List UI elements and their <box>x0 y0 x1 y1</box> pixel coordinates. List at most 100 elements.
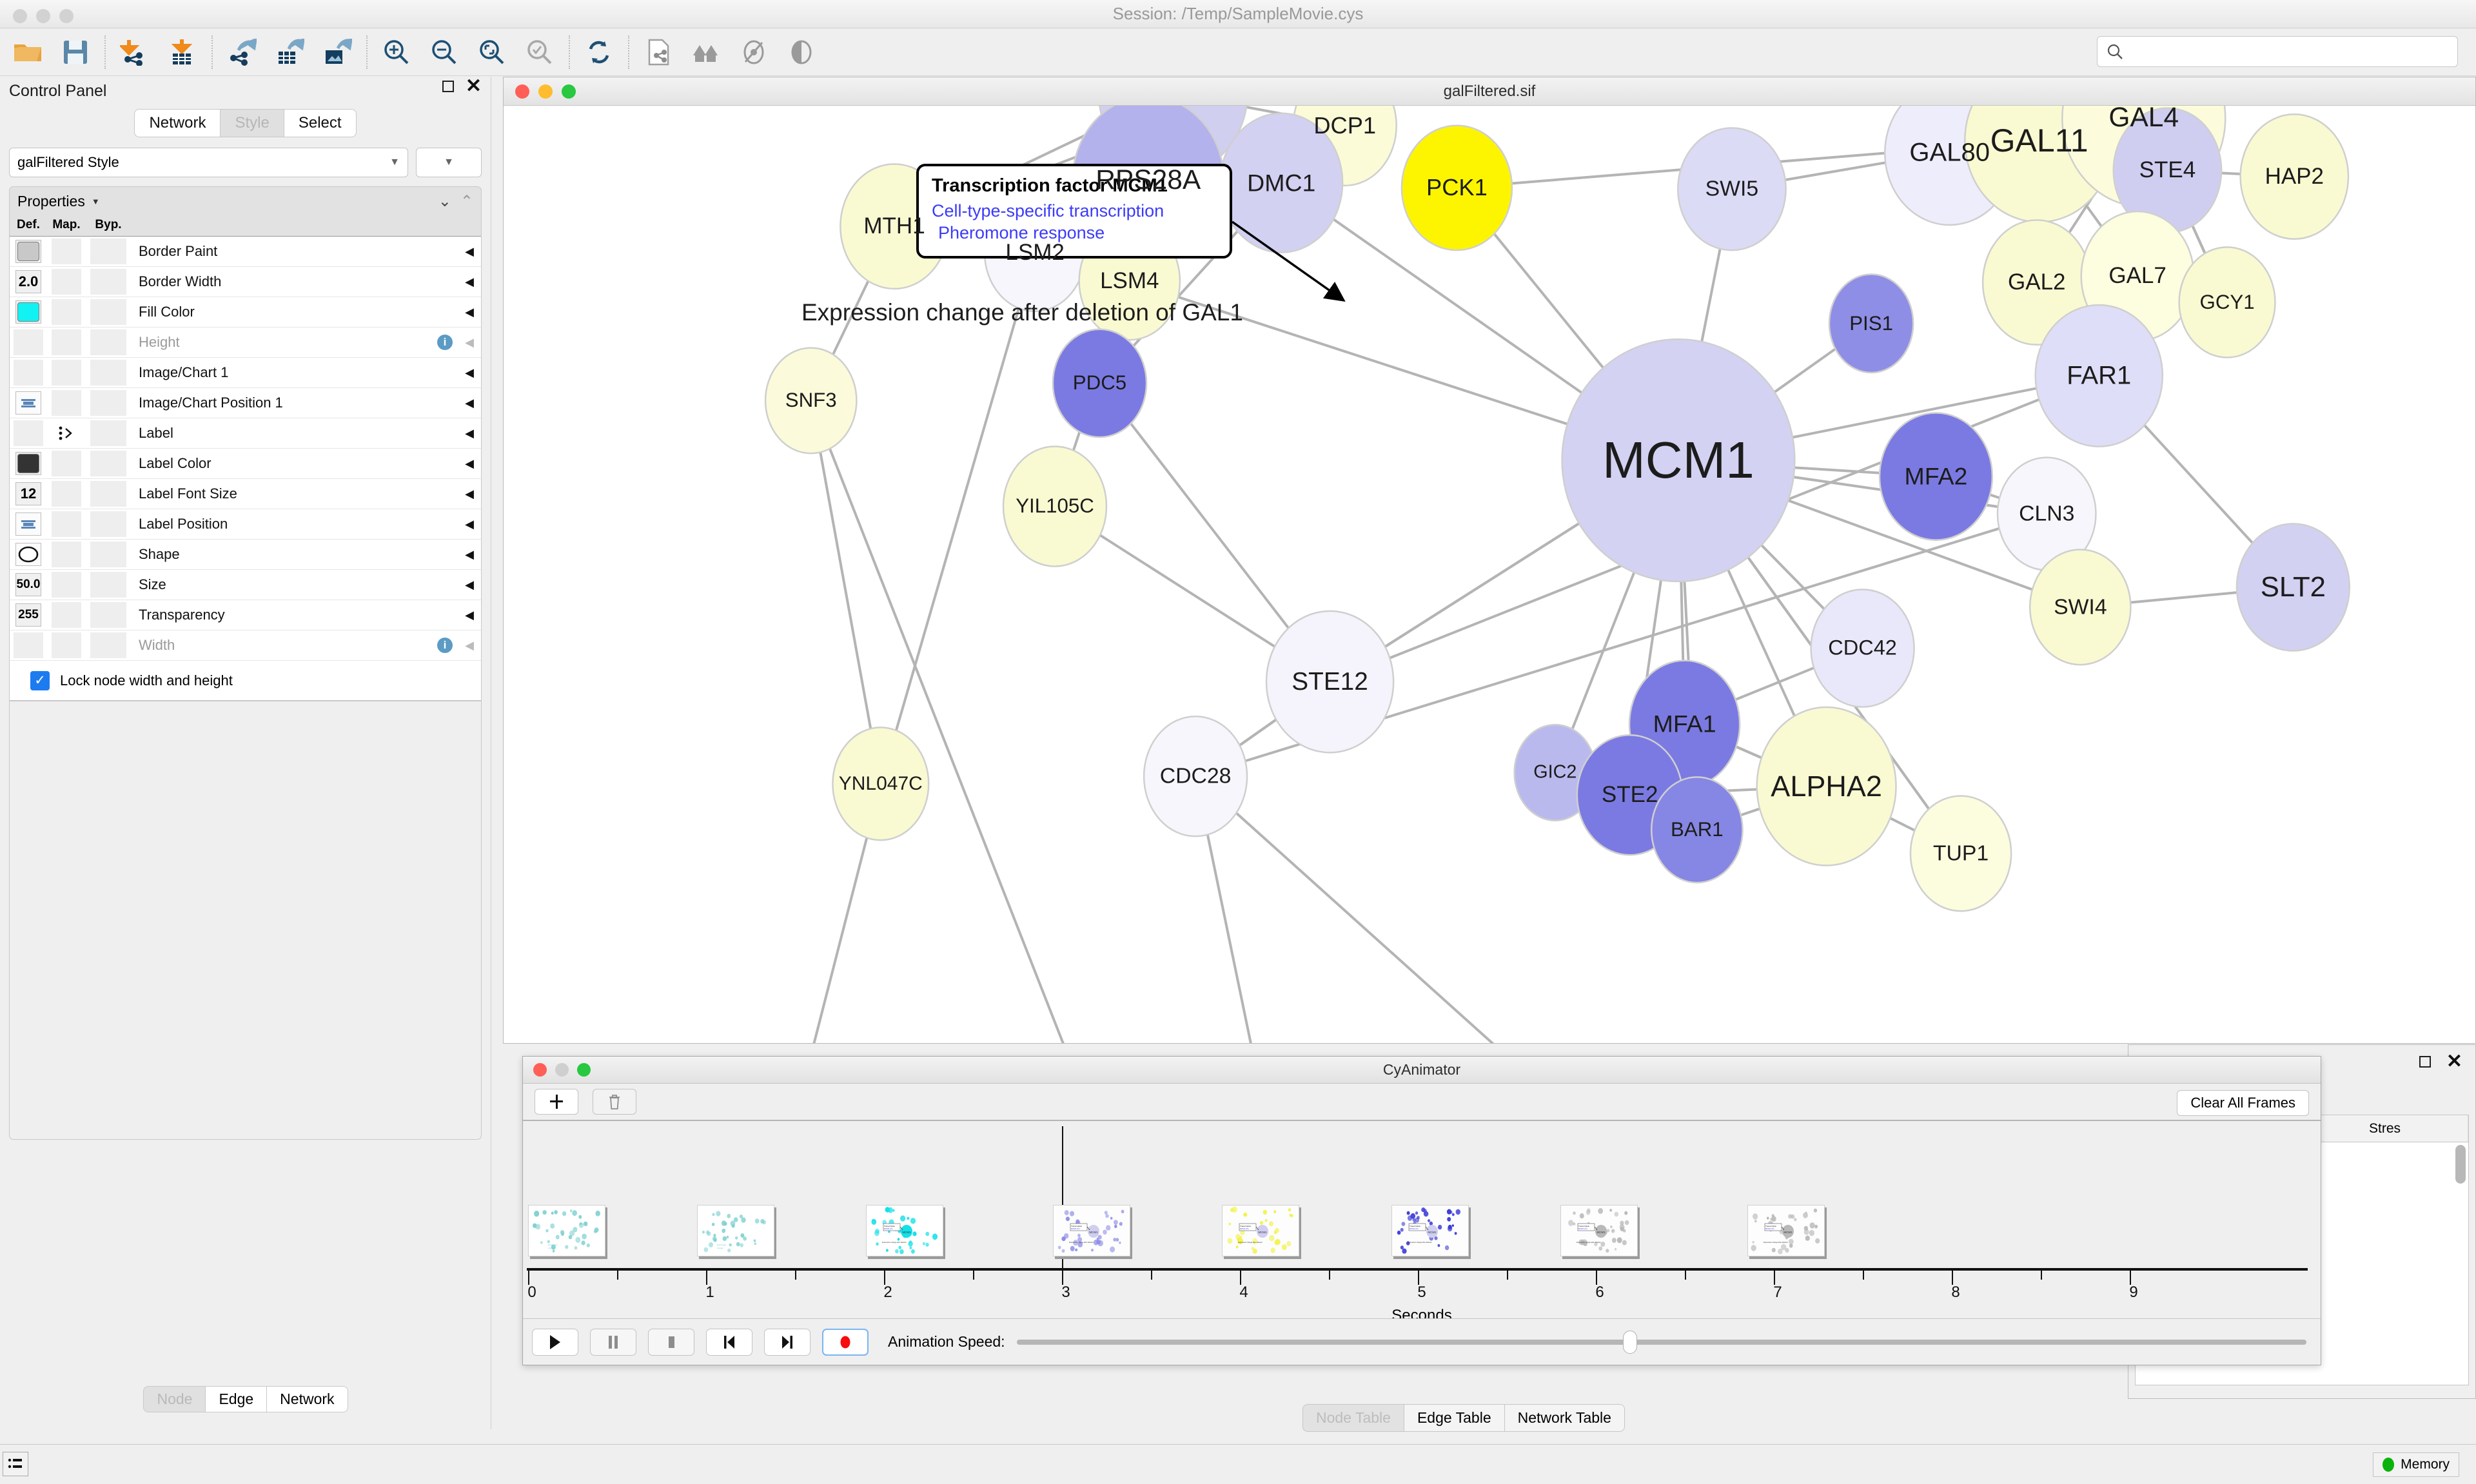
new-network-icon[interactable] <box>634 32 682 72</box>
expand-arrow-icon[interactable]: ◀ <box>465 426 474 440</box>
property-mapping-cell[interactable] <box>47 480 86 508</box>
record-button[interactable] <box>822 1328 869 1356</box>
tab-network-style[interactable]: Network <box>267 1386 348 1412</box>
close-button[interactable] <box>515 84 529 99</box>
expand-arrow-icon[interactable]: ◀ <box>465 578 474 591</box>
property-bypass-cell[interactable] <box>86 480 131 508</box>
timeline-frame[interactable]: MCM1 Transcription MCM1 info Expression cha… <box>1747 1205 1825 1256</box>
close-button[interactable] <box>533 1063 547 1077</box>
property-mapping-cell[interactable] <box>47 358 86 387</box>
tab-network-table[interactable]: Network Table <box>1504 1404 1625 1432</box>
property-bypass-cell[interactable] <box>86 571 131 599</box>
property-row[interactable]: 12 Label Font Size ◀ <box>10 479 481 509</box>
property-mapping-cell[interactable] <box>47 631 86 659</box>
property-bypass-cell[interactable] <box>86 540 131 569</box>
pause-button[interactable] <box>590 1328 636 1356</box>
zoom-out-icon[interactable] <box>420 32 468 72</box>
property-mapping-cell[interactable] <box>47 540 86 569</box>
property-default-cell[interactable] <box>10 358 47 387</box>
search-box[interactable] <box>2097 36 2458 67</box>
minimize-button[interactable] <box>538 84 553 99</box>
skip-to-end-button[interactable] <box>764 1328 811 1356</box>
minimize-button[interactable] <box>555 1063 569 1077</box>
info-icon[interactable]: i <box>437 638 453 653</box>
property-bypass-cell[interactable] <box>86 358 131 387</box>
play-button[interactable] <box>532 1328 578 1356</box>
timeline-frame[interactable]: MCM1 Transcription MCM1 info Expression cha… <box>1053 1205 1131 1256</box>
property-row[interactable]: Image/Chart Position 1 ◀ <box>10 388 481 418</box>
info-icon[interactable]: i <box>437 335 453 350</box>
refresh-icon[interactable] <box>575 32 623 72</box>
timeline-frame[interactable]: MCM1 Transcription MCM1 info Expression cha… <box>1391 1205 1469 1256</box>
lock-node-size-row[interactable]: ✓ Lock node width and height <box>10 661 481 701</box>
close-button[interactable] <box>13 9 27 23</box>
tab-style[interactable]: Style <box>221 109 284 137</box>
import-table-icon[interactable] <box>159 32 206 72</box>
network-traffic-lights[interactable] <box>515 84 576 99</box>
property-default-cell[interactable] <box>10 237 47 266</box>
expand-arrow-icon[interactable]: ◀ <box>465 275 474 288</box>
tab-edge-table[interactable]: Edge Table <box>1404 1404 1505 1432</box>
expand-arrow-icon[interactable]: ◀ <box>465 335 474 349</box>
property-row[interactable]: Shape ◀ <box>10 540 481 570</box>
timeline-frame[interactable]: Expression change <box>697 1205 775 1256</box>
property-bypass-cell[interactable] <box>86 449 131 478</box>
tab-node-table[interactable]: Node Table <box>1302 1404 1404 1432</box>
expand-arrow-icon[interactable]: ◀ <box>465 608 474 621</box>
network-canvas[interactable]: Transcription factor MCM1 Cell-type-spec… <box>504 106 2475 1043</box>
open-folder-icon[interactable] <box>4 32 52 72</box>
property-row[interactable]: Border Paint ◀ <box>10 237 481 267</box>
timeline-frame[interactable]: Expression change <box>528 1205 605 1256</box>
col-header-stress[interactable]: Stres <box>2302 1115 2468 1142</box>
zoom-selected-icon[interactable] <box>516 32 564 72</box>
property-row[interactable]: Width i ◀ <box>10 630 481 661</box>
property-bypass-cell[interactable] <box>86 419 131 447</box>
property-bypass-cell[interactable] <box>86 389 131 417</box>
add-frame-button[interactable] <box>535 1089 578 1115</box>
property-mapping-cell[interactable] <box>47 510 86 538</box>
expand-arrow-icon[interactable]: ◀ <box>465 244 474 258</box>
property-default-cell[interactable] <box>10 510 47 538</box>
maximize-button[interactable] <box>577 1063 591 1077</box>
expand-arrow-icon[interactable]: ◀ <box>465 456 474 470</box>
timeline-frame[interactable]: MCM1 Transcription MCM1 info Expression cha… <box>1222 1205 1300 1256</box>
property-mapping-cell[interactable] <box>47 571 86 599</box>
property-bypass-cell[interactable] <box>86 237 131 266</box>
property-default-cell[interactable] <box>10 389 47 417</box>
property-default-cell[interactable] <box>10 328 47 356</box>
hide-selected-icon[interactable] <box>730 32 778 72</box>
lock-node-size-checkbox[interactable]: ✓ <box>30 670 50 690</box>
timeline-frame[interactable]: MCM1 Transcription MCM1 info Expression cha… <box>1560 1205 1638 1256</box>
property-bypass-cell[interactable] <box>86 268 131 296</box>
stop-button[interactable] <box>648 1328 694 1356</box>
vertical-scrollbar[interactable] <box>2455 1145 2466 1184</box>
export-table-icon[interactable] <box>266 32 313 72</box>
property-bypass-cell[interactable] <box>86 631 131 659</box>
home-icon[interactable] <box>682 32 730 72</box>
window-traffic-lights[interactable] <box>13 9 74 23</box>
network-annotation-box[interactable]: Transcription factor MCM1 Cell-type-spec… <box>916 164 1232 259</box>
property-bypass-cell[interactable] <box>86 510 131 538</box>
animation-speed-slider[interactable] <box>1016 1330 2306 1354</box>
tab-network[interactable]: Network <box>134 109 221 137</box>
expand-arrow-icon[interactable]: ◀ <box>465 396 474 409</box>
property-mapping-cell[interactable] <box>47 449 86 478</box>
chevron-down-icon[interactable]: ▼ <box>91 196 100 206</box>
property-mapping-cell[interactable] <box>47 389 86 417</box>
export-network-icon[interactable] <box>218 32 266 72</box>
property-row[interactable]: 2.0 Border Width ◀ <box>10 267 481 297</box>
maximize-button[interactable] <box>59 9 74 23</box>
expand-all-icon[interactable]: ⌄ <box>438 192 451 210</box>
clear-all-frames-button[interactable]: Clear All Frames <box>2177 1090 2309 1116</box>
show-all-icon[interactable] <box>778 32 825 72</box>
property-bypass-cell[interactable] <box>86 601 131 629</box>
expand-arrow-icon[interactable]: ◀ <box>465 366 474 379</box>
timeline-frame[interactable]: MCM1 Transcription MCM1 info Expression cha… <box>866 1205 944 1256</box>
skip-to-start-button[interactable] <box>706 1328 752 1356</box>
tab-select[interactable]: Select <box>284 109 357 137</box>
property-row[interactable]: Label ◀ <box>10 418 481 449</box>
export-image-icon[interactable] <box>313 32 361 72</box>
property-row[interactable]: Label Color ◀ <box>10 449 481 479</box>
style-options-menu[interactable]: ▼ <box>416 148 482 177</box>
float-panel-icon[interactable] <box>442 81 454 92</box>
